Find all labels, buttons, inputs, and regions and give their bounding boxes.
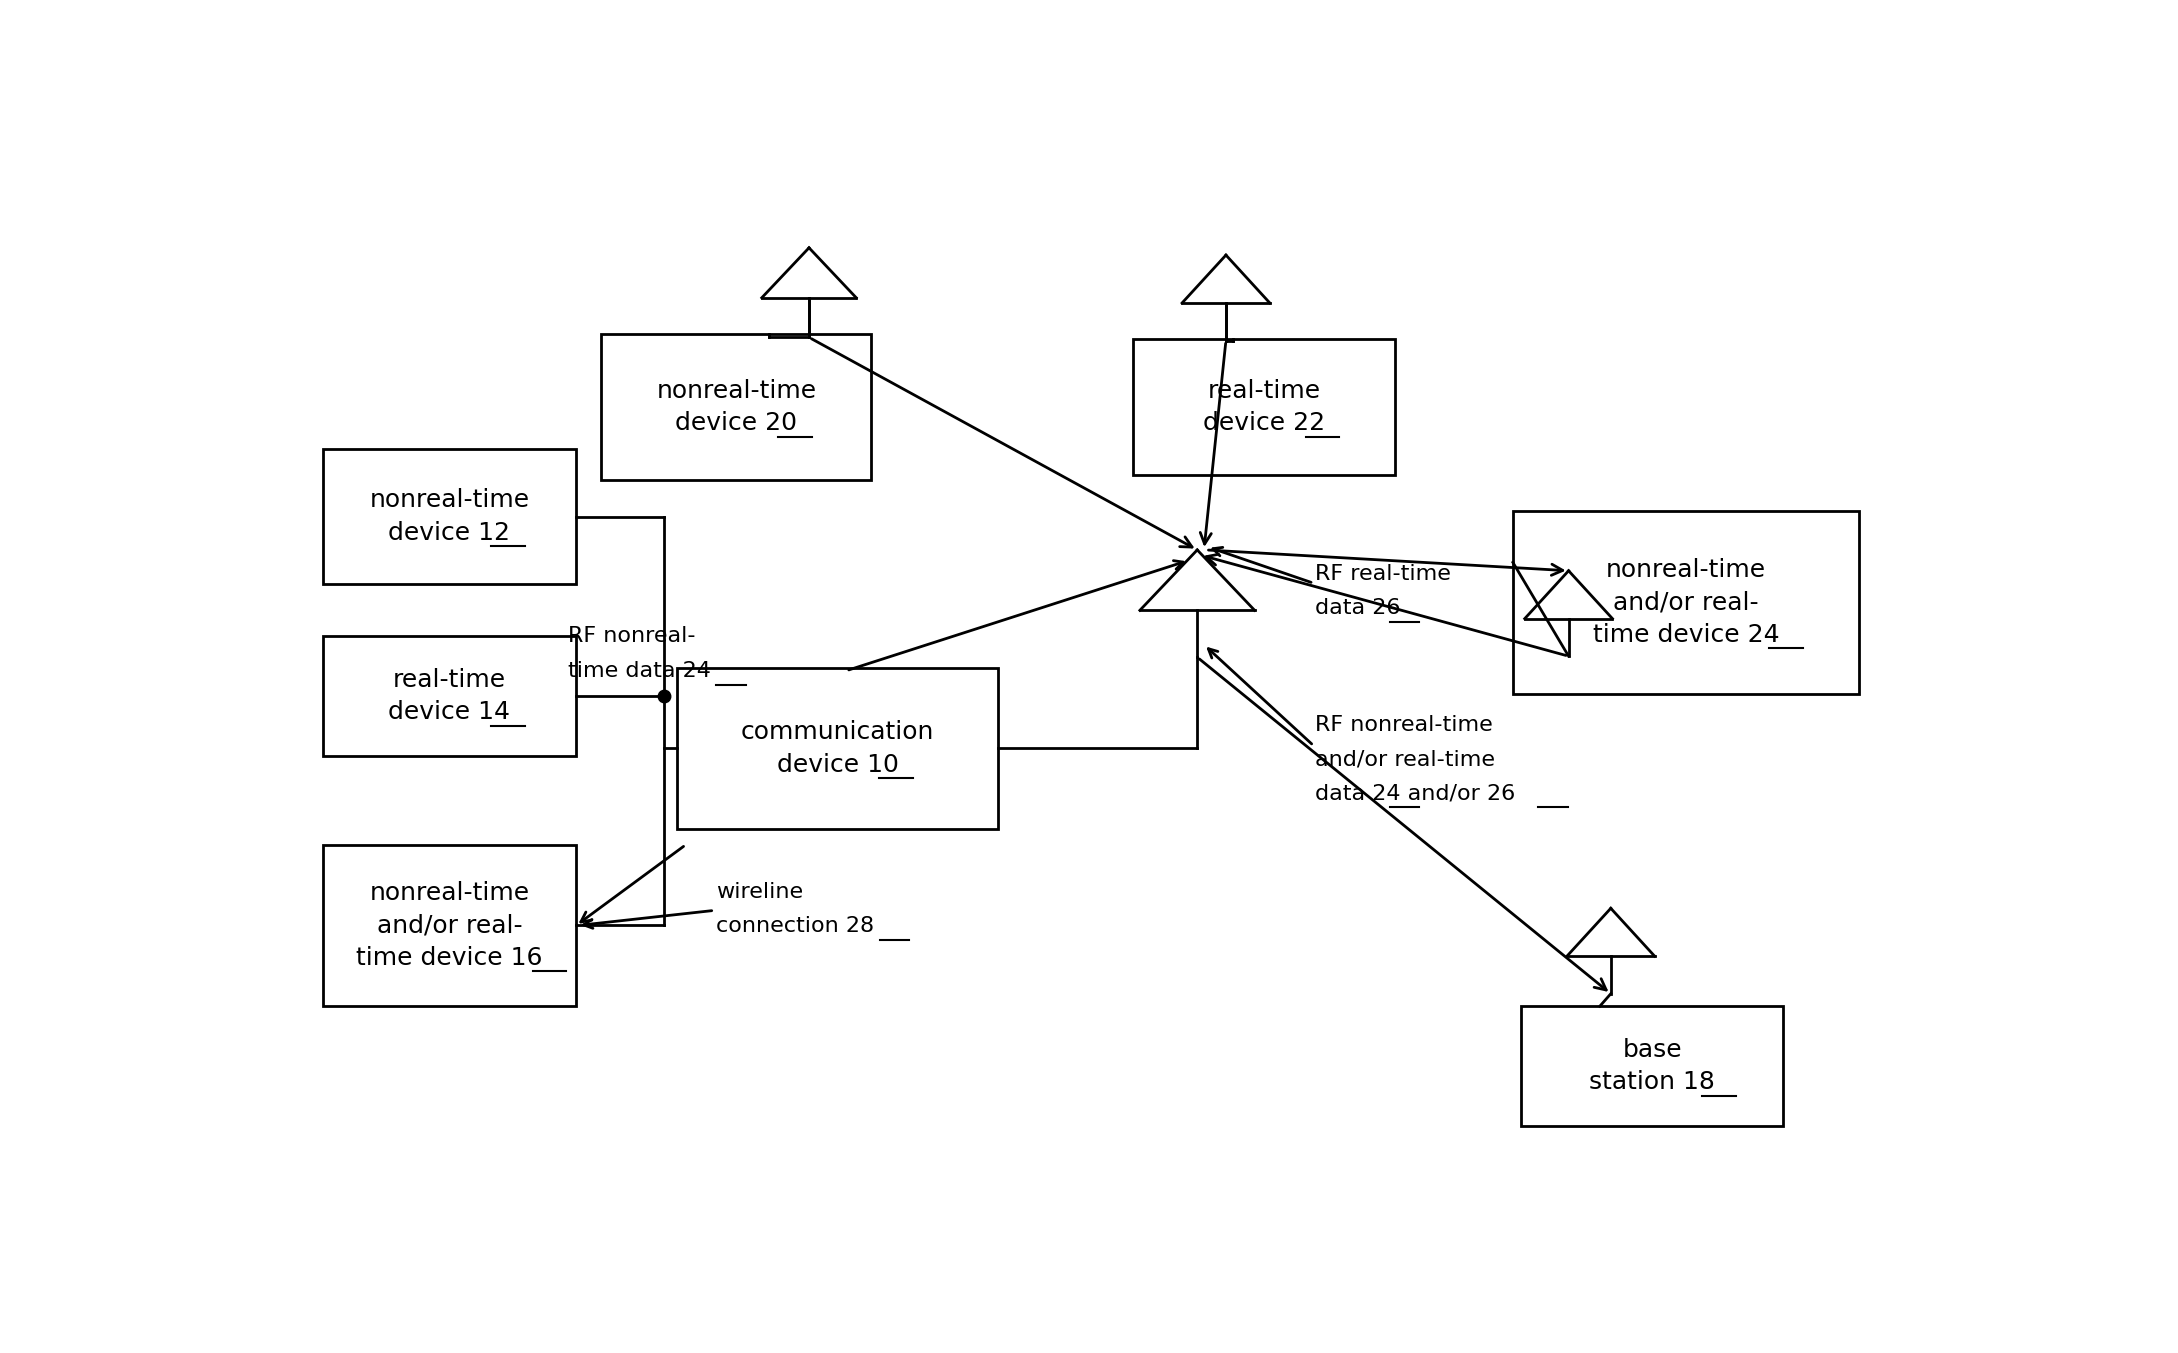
Text: time device 16: time device 16 — [357, 946, 542, 970]
Bar — [1133, 340, 1394, 475]
Bar — [322, 844, 575, 1007]
Text: nonreal-time: nonreal-time — [656, 379, 817, 403]
Text: communication: communication — [741, 720, 934, 744]
Bar — [601, 334, 871, 480]
Text: time data 24: time data 24 — [568, 660, 710, 681]
Bar — [677, 667, 998, 829]
Text: time device 24: time device 24 — [1592, 622, 1779, 647]
Text: data 24 and/or 26: data 24 and/or 26 — [1316, 783, 1516, 804]
Text: station 18: station 18 — [1590, 1070, 1714, 1095]
Text: and/or real-time: and/or real-time — [1316, 750, 1496, 770]
Text: nonreal-time: nonreal-time — [1605, 559, 1766, 582]
Bar — [322, 449, 575, 584]
Text: data 26: data 26 — [1316, 598, 1400, 618]
Text: device 22: device 22 — [1202, 411, 1324, 436]
Text: RF nonreal-time: RF nonreal-time — [1316, 714, 1494, 735]
Text: real-time: real-time — [392, 668, 505, 693]
Text: device 14: device 14 — [388, 701, 510, 724]
Text: RF real-time: RF real-time — [1316, 564, 1451, 584]
Bar — [1514, 511, 1860, 694]
Text: and/or real-: and/or real- — [377, 913, 523, 938]
Text: base: base — [1623, 1038, 1681, 1062]
Text: wireline: wireline — [717, 882, 804, 901]
Text: real-time: real-time — [1207, 379, 1320, 403]
Text: RF nonreal-: RF nonreal- — [568, 626, 695, 647]
Text: device 10: device 10 — [778, 752, 900, 777]
Text: nonreal-time: nonreal-time — [370, 881, 529, 905]
Bar — [1520, 1007, 1784, 1126]
Text: connection 28: connection 28 — [717, 916, 873, 936]
Bar — [322, 636, 575, 756]
Text: device 20: device 20 — [675, 411, 797, 436]
Text: and/or real-: and/or real- — [1614, 590, 1758, 614]
Text: device 12: device 12 — [388, 521, 510, 545]
Text: nonreal-time: nonreal-time — [370, 488, 529, 513]
